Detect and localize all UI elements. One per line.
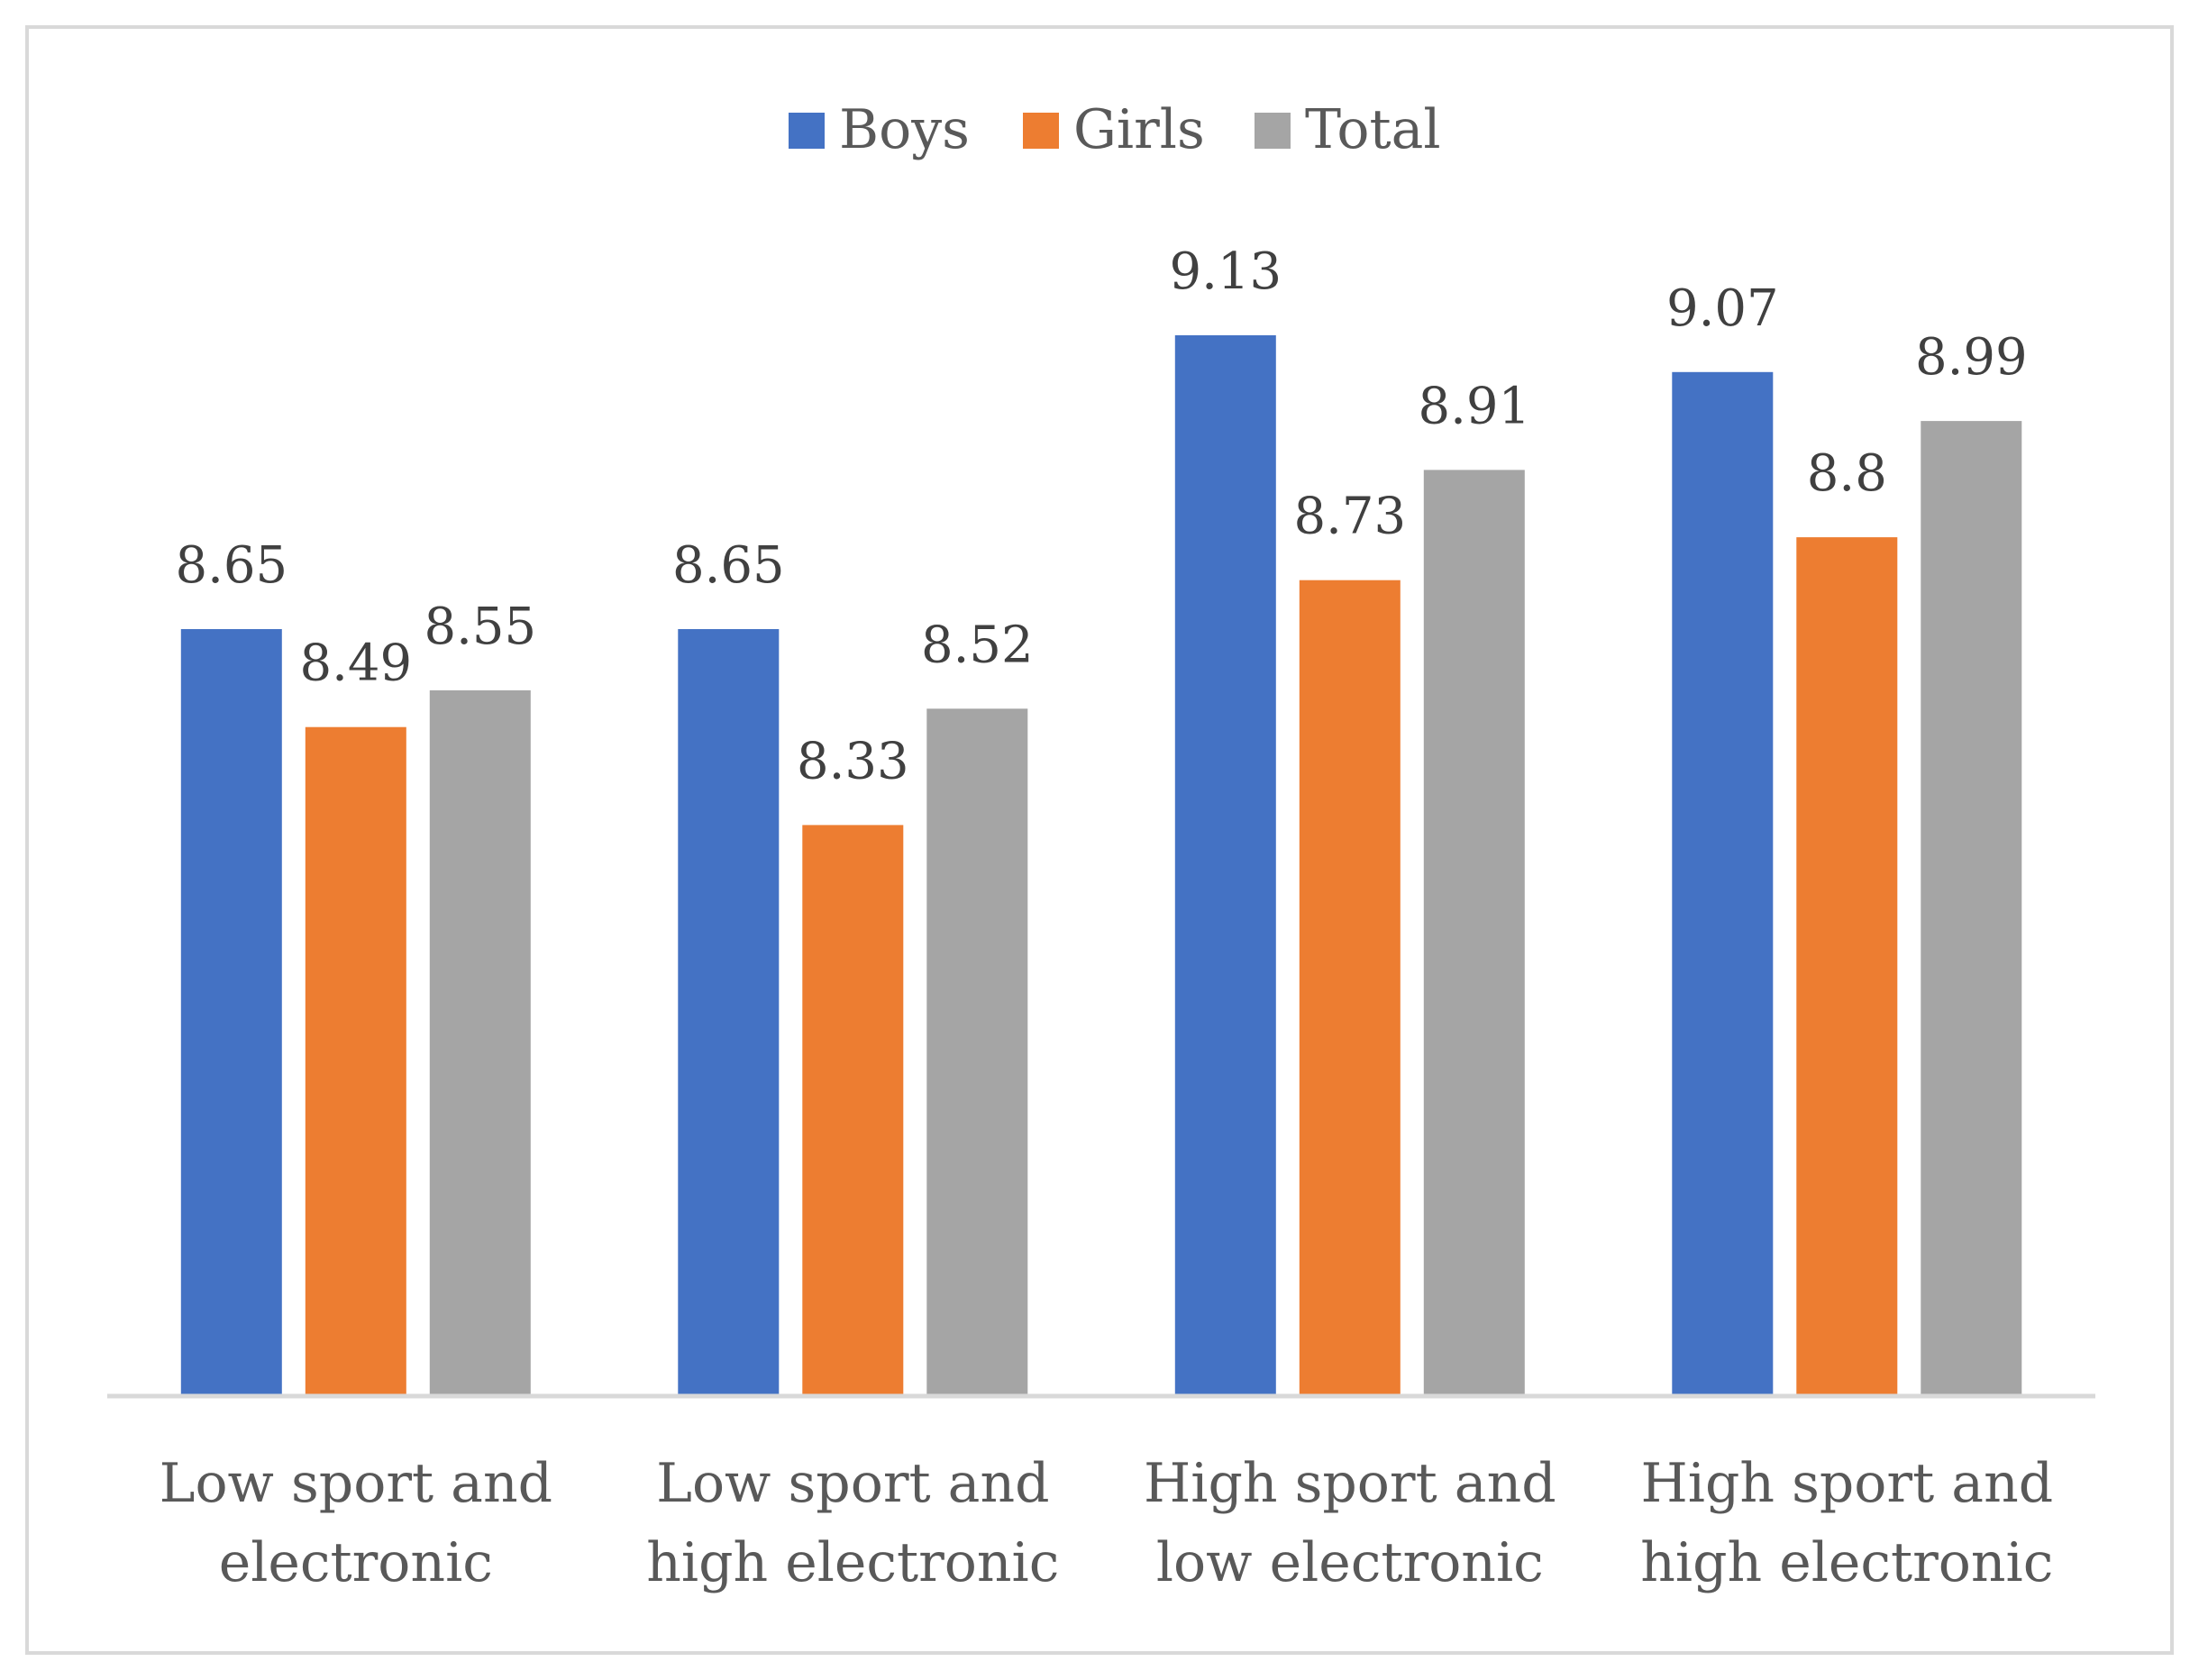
bar-boys-2 [1174,335,1276,1394]
bar-girls-0 [305,726,406,1394]
legend-label-total: Total [1305,98,1441,161]
x-tick-label-0-1: electronic [219,1531,493,1594]
x-axis-labels: Low sport and electronic Low sport and high… [160,1452,2054,1594]
x-tick-label-1-0: Low sport and [656,1452,1049,1515]
x-tick-label-1-1: high electronic [646,1531,1059,1594]
data-label-boys-3: 9.07 [1666,279,1779,338]
legend-swatch-total [1255,113,1291,149]
bar-total-1 [926,708,1028,1394]
data-label-girls-3: 8.8 [1807,444,1887,503]
data-label-girls-2: 8.73 [1293,488,1406,546]
data-label-total-1: 8.52 [921,616,1034,674]
data-label-total-0: 8.55 [424,598,536,656]
x-tick-label-2-0: High sport and [1144,1452,1556,1515]
bar-total-0 [429,689,531,1394]
x-tick-label-3-0: High sport and [1640,1452,2053,1515]
bar-girls-2 [1299,580,1401,1394]
data-label-boys-1: 8.65 [672,536,785,595]
legend-swatch-girls [1023,113,1059,149]
bar-boys-1 [678,629,780,1394]
data-label-total-3: 8.99 [1915,328,2028,387]
bar-boys-3 [1672,371,1774,1394]
data-label-boys-0: 8.65 [175,536,287,595]
legend: Boys Girls Total [789,98,1441,161]
data-label-boys-2: 9.13 [1169,242,1282,301]
data-label-girls-0: 8.49 [299,635,412,693]
bars [180,335,2022,1395]
bar-girls-3 [1796,537,1898,1394]
bar-boys-0 [180,629,282,1394]
legend-label-boys: Boys [839,98,970,161]
bar-total-2 [1423,470,1525,1394]
x-tick-label-2-1: low electronic [1156,1531,1544,1594]
data-labels: 8.658.498.558.658.338.529.138.738.919.07… [175,242,2027,790]
data-label-total-2: 8.91 [1418,377,1530,435]
legend-swatch-boys [789,113,825,149]
data-label-girls-1: 8.33 [797,732,909,790]
x-tick-label-3-1: high electronic [1640,1531,2053,1594]
bar-girls-1 [802,825,904,1394]
x-tick-label-0-0: Low sport and [160,1452,552,1515]
bar-total-3 [1921,421,2022,1395]
legend-label-girls: Girls [1073,98,1205,161]
